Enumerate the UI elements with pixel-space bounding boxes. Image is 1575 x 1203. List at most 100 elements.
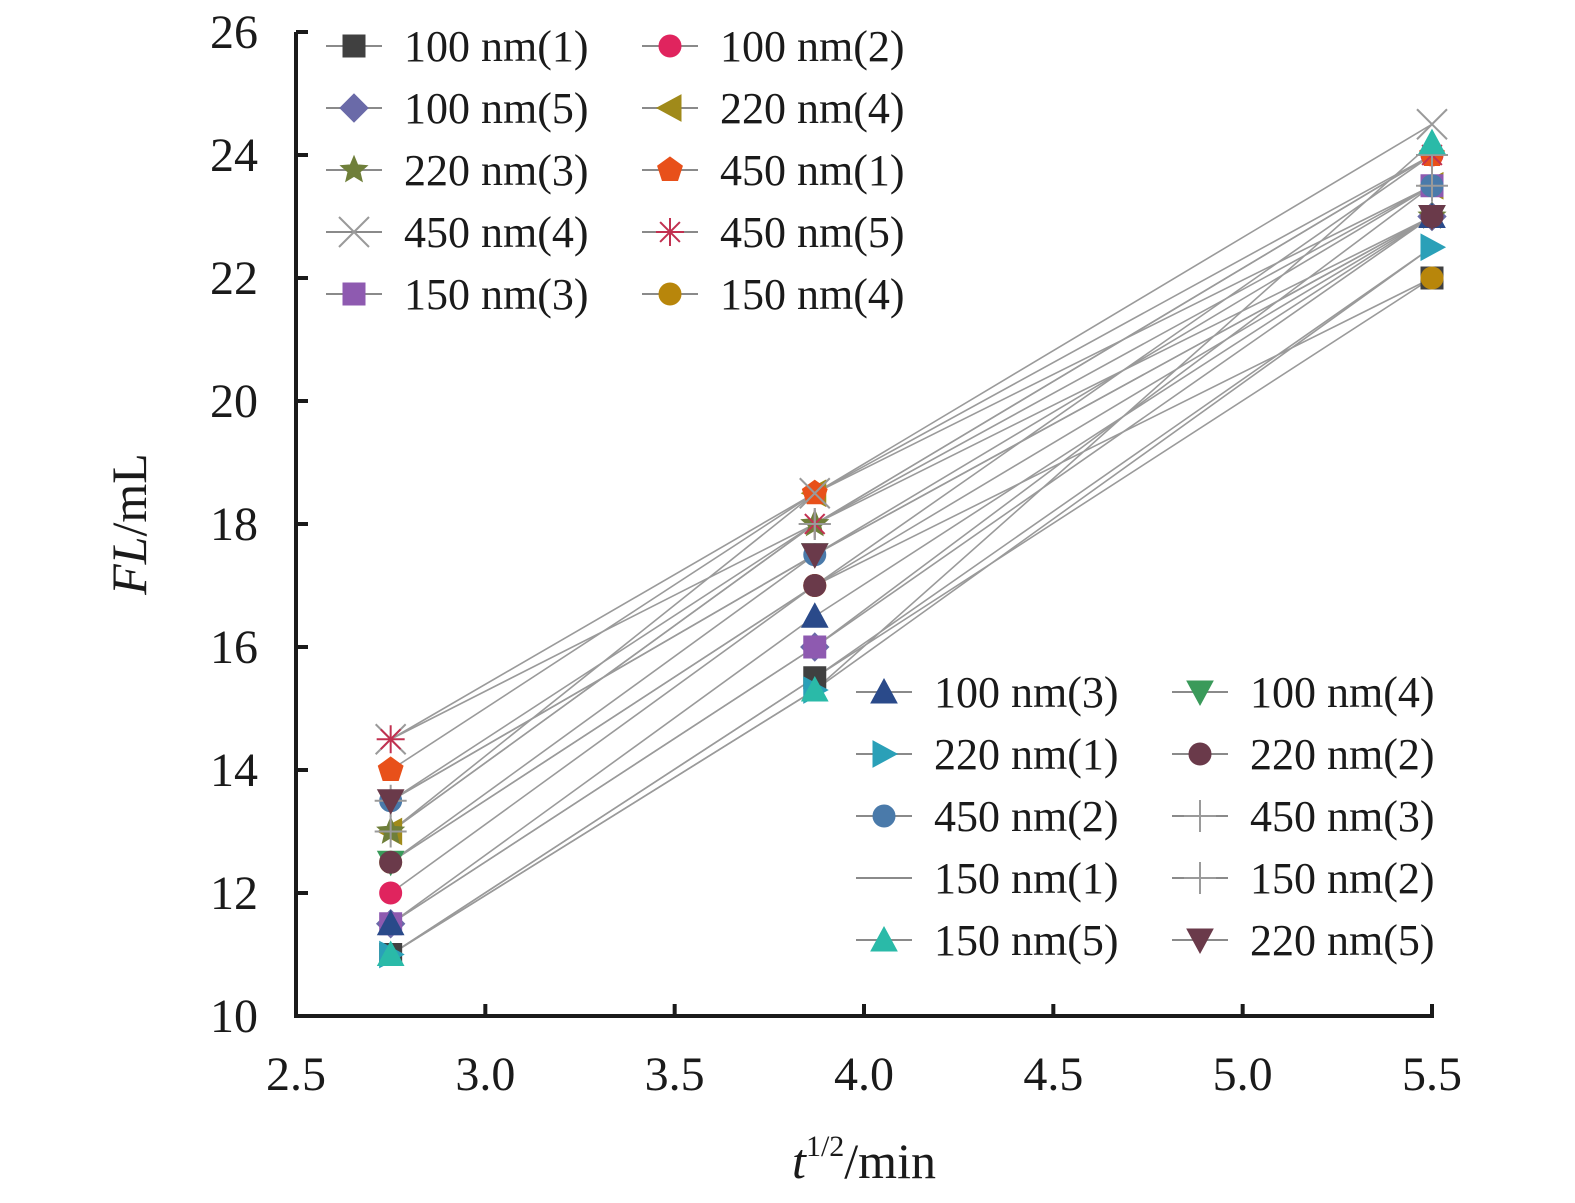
- y-axis-variable: FL: [101, 536, 157, 595]
- x-tick-label: 4.5: [1023, 1048, 1083, 1101]
- data-point: [803, 574, 827, 597]
- data-point: [1420, 266, 1444, 290]
- legend-label: 220 nm(3): [404, 146, 589, 195]
- legend-label: 150 nm(1): [934, 854, 1119, 903]
- legend-item: 150 nm(4): [642, 270, 905, 319]
- legend-label: 450 nm(2): [934, 792, 1119, 841]
- legend-item: 100 nm(1): [326, 22, 589, 71]
- series-line: [390, 246, 1433, 956]
- data-point: [799, 477, 831, 509]
- legend-marker: [657, 156, 683, 182]
- data-point: [1418, 205, 1446, 231]
- data-point: [1416, 169, 1448, 202]
- legend-marker: [1188, 742, 1212, 766]
- x-axis-variable: t: [792, 1133, 807, 1189]
- x-tick-label: 3.5: [645, 1048, 705, 1101]
- data-point: [800, 676, 829, 702]
- legend-label: 220 nm(5): [1250, 916, 1435, 965]
- legend-marker: [870, 925, 898, 952]
- data-point: [1418, 128, 1446, 155]
- legend-item: 150 nm(3): [326, 270, 589, 319]
- y-tick-label: 12: [210, 867, 258, 920]
- data-point: [377, 756, 404, 782]
- x-tick-label: 5.0: [1213, 1048, 1273, 1101]
- y-tick-label: 26: [210, 6, 258, 59]
- legend-label: 100 nm(2): [720, 22, 905, 71]
- legend-label: 100 nm(1): [404, 22, 589, 71]
- legend-item: 450 nm(4): [326, 208, 589, 257]
- legend-label: 150 nm(5): [934, 916, 1119, 965]
- x-axis-superscript: 1/2: [806, 1130, 844, 1163]
- y-tick-label: 14: [210, 744, 258, 797]
- legend-item: 100 nm(4): [1172, 668, 1435, 717]
- legend-marker: [872, 740, 899, 768]
- legend-marker: [658, 34, 682, 58]
- legend-item: 220 nm(2): [1172, 730, 1435, 779]
- legend-item: 150 nm(5): [856, 916, 1119, 965]
- legend-label: 150 nm(2): [1250, 854, 1435, 903]
- legend-item: 150 nm(1): [856, 854, 1119, 903]
- legend-label: 150 nm(3): [404, 270, 589, 319]
- legend-label: 150 nm(4): [720, 270, 905, 319]
- legend-label: 220 nm(4): [720, 84, 905, 133]
- legend-layer: 100 nm(1) 100 nm(2) 100 nm(5) 220 nm(4) 220 …: [326, 22, 1435, 965]
- legend-marker: [655, 94, 682, 122]
- y-tick-label: 22: [210, 252, 258, 305]
- legend-label: 220 nm(1): [934, 730, 1119, 779]
- legend-marker: [339, 93, 369, 123]
- data-point: [800, 543, 829, 569]
- legend-label: 450 nm(5): [720, 208, 905, 257]
- legend-label: 100 nm(3): [934, 668, 1119, 717]
- x-axis-label: t1/2/min: [792, 1130, 936, 1189]
- data-point: [798, 508, 831, 540]
- legend-label: 100 nm(4): [1250, 668, 1435, 717]
- data-point: [379, 850, 403, 874]
- legend-item: 220 nm(3): [326, 146, 589, 195]
- data-point: [800, 602, 829, 628]
- y-tick-label: 16: [210, 621, 258, 674]
- legend-item: 150 nm(2): [1172, 854, 1435, 903]
- x-axis-unit: /min: [844, 1133, 936, 1189]
- data-point: [376, 909, 405, 936]
- y-tick-label: 10: [210, 990, 258, 1043]
- x-tick-label: 3.0: [455, 1048, 515, 1101]
- legend-item: 450 nm(5): [642, 208, 905, 257]
- x-tick-label: 4.0: [834, 1048, 894, 1101]
- series-line: [390, 246, 1433, 956]
- legend-marker: [339, 154, 369, 183]
- data-point: [376, 789, 405, 815]
- legend-marker: [658, 282, 682, 306]
- legend-label: 450 nm(1): [720, 146, 905, 195]
- data-point: [376, 725, 405, 754]
- y-tick-label: 20: [210, 375, 258, 428]
- legend-marker: [872, 804, 896, 828]
- data-point: [1420, 233, 1447, 262]
- data-point: [379, 881, 403, 905]
- series-line: [390, 154, 1433, 894]
- legend-item: 220 nm(4): [642, 84, 905, 133]
- legend-item: 220 nm(5): [1172, 916, 1435, 965]
- legend-marker: [656, 218, 684, 246]
- legend-item: 220 nm(1): [856, 730, 1119, 779]
- x-tick-label: 2.5: [266, 1048, 326, 1101]
- y-axis-label: FL/mL: [101, 453, 157, 596]
- legend-item: 450 nm(2): [856, 792, 1119, 841]
- legend-label: 450 nm(4): [404, 208, 589, 257]
- legend-label: 100 nm(5): [404, 84, 589, 133]
- legend-marker: [1184, 862, 1216, 894]
- x-tick-label: 5.5: [1402, 1048, 1462, 1101]
- marker-layer: [374, 108, 1448, 969]
- data-point: [374, 815, 407, 848]
- y-tick-label: 18: [210, 498, 258, 551]
- legend-label: 450 nm(3): [1250, 792, 1435, 841]
- legend-item: 100 nm(2): [642, 22, 905, 71]
- legend-label: 220 nm(2): [1250, 730, 1435, 779]
- y-tick-label: 24: [210, 129, 258, 182]
- data-point: [803, 635, 827, 659]
- legend-marker: [342, 282, 366, 306]
- y-axis-unit: /mL: [101, 453, 157, 536]
- data-point: [1416, 108, 1448, 140]
- legend-marker: [342, 34, 366, 58]
- legend-item: 100 nm(3): [856, 668, 1119, 717]
